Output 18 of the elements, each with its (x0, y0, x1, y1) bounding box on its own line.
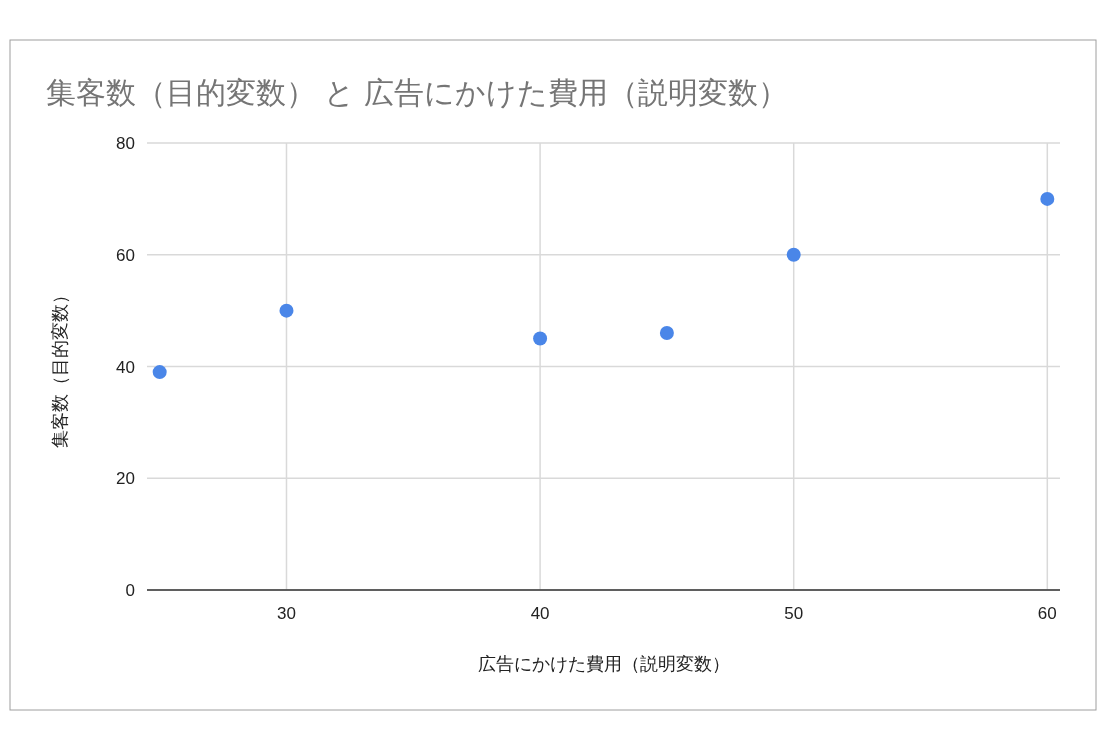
point (1040, 191, 1055, 206)
y-tick-label: 80 (116, 134, 135, 153)
chart-title: 集客数（目的変数） と 広告にかけた費用（説明変数） (46, 76, 788, 109)
y-tick-label: 40 (116, 357, 135, 377)
x-axis-title: 広告にかけた費用（説明変数） (477, 654, 730, 674)
point (152, 365, 167, 380)
point (279, 303, 294, 318)
x-tick-label: 30 (277, 604, 296, 623)
point (659, 325, 674, 340)
y-tick-label: 20 (116, 469, 135, 489)
y-axis-title: 集客数（目的変数） (50, 285, 70, 448)
x-tick-label: 40 (530, 604, 550, 623)
y-tick-label: 60 (116, 245, 135, 265)
point (533, 331, 548, 346)
x-tick-label: 60 (1037, 604, 1057, 623)
y-tick-label: 0 (125, 581, 135, 600)
point (786, 247, 801, 262)
x-tick-label: 50 (784, 604, 804, 623)
